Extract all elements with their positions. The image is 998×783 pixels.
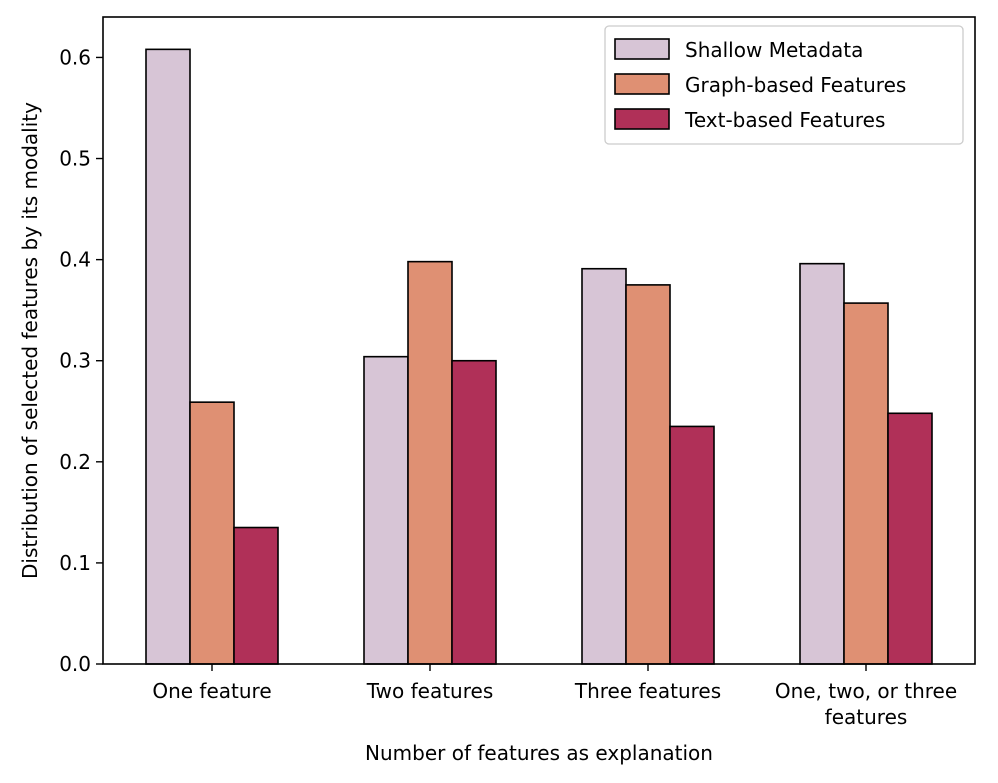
legend-swatch: [614, 108, 670, 130]
legend-box: [604, 25, 964, 145]
plot-frame: [102, 16, 976, 665]
bar-graph-based-features-4: [843, 302, 889, 665]
bar-shallow-metadata-4: [799, 262, 845, 665]
bar-text-based-features-3: [669, 425, 715, 665]
legend-swatch: [614, 38, 670, 60]
bar-shallow-metadata-3: [581, 267, 627, 665]
y-axis: 0.0 0.1 0.2 0.3 0.4 0.5 0.6: [59, 45, 103, 676]
legend-label: Shallow Metadata: [685, 38, 863, 62]
bar-graph-based-features-3: [625, 284, 671, 665]
y-tick-label: 0.2: [59, 450, 91, 474]
y-tick-label: 0.3: [59, 349, 91, 373]
bar-text-based-features-1: [233, 526, 279, 665]
bar-text-based-features-4: [887, 412, 933, 665]
legend-label: Graph-based Features: [685, 73, 906, 97]
x-tick-label: Two features: [366, 679, 493, 703]
bar-graph-based-features-1: [189, 401, 235, 665]
bar-shallow-metadata-1: [145, 48, 191, 665]
legend-swatch: [614, 73, 670, 95]
y-tick-label: 0.4: [59, 248, 91, 272]
x-axis: One feature Two features Three features One…: [152, 664, 957, 729]
legend: Shallow Metadata Graph-based Features Text…: [604, 25, 964, 145]
bar-shallow-metadata-2: [363, 355, 409, 665]
bar-graph-based-features-2: [407, 260, 453, 665]
y-axis-title: Distribution of selected features by its…: [18, 102, 42, 579]
y-tick-label: 0.5: [59, 147, 91, 171]
y-tick-label: 0.1: [59, 551, 91, 575]
legend-label: Text-based Features: [684, 108, 885, 132]
x-tick-label: One feature: [152, 679, 271, 703]
bar-text-based-features-2: [451, 359, 497, 665]
x-axis-title: Number of features as explanation: [365, 741, 713, 765]
x-tick-label: Three features: [574, 679, 721, 703]
y-tick-label: 0.0: [59, 652, 91, 676]
y-tick-label: 0.6: [59, 45, 91, 69]
x-tick-label: One, two, or three features: [775, 679, 957, 729]
bars-group: [145, 48, 933, 665]
